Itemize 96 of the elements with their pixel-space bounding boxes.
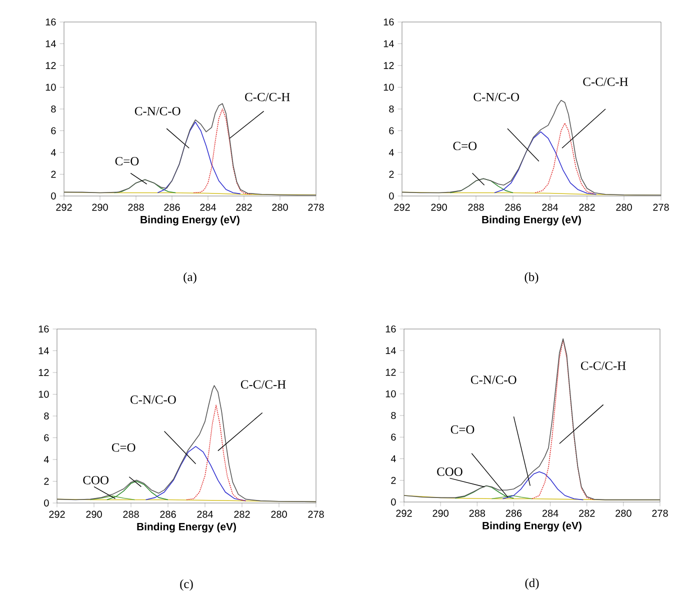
y-tick-label: 4 (390, 455, 396, 462)
y-tick-label: 12 (38, 369, 49, 376)
y-tick-label: 12 (46, 62, 56, 69)
y-tick-label: 10 (46, 84, 56, 91)
annotation: C-N/C-O (470, 376, 516, 384)
annotation: C=O (115, 157, 139, 166)
x-tick-label: 278 (652, 510, 668, 517)
x-tick-label: 286 (164, 204, 180, 211)
y-tick-label: 10 (386, 390, 396, 398)
x-axis-title: Binding Energy (eV) (482, 216, 581, 226)
annotation: C-C/C-H (245, 92, 290, 102)
y-tick-label: 2 (44, 478, 49, 485)
x-tick-label: 282 (236, 204, 252, 211)
x-tick-label: 284 (200, 204, 216, 211)
annotation: C=O (453, 142, 477, 150)
x-tick-label: 292 (396, 510, 412, 517)
y-tick-label: 16 (46, 18, 56, 26)
y-tick-label: 6 (44, 434, 49, 442)
x-tick-label: 280 (272, 204, 288, 211)
y-tick-label: 6 (51, 127, 56, 134)
x-tick-label: 292 (49, 510, 65, 518)
x-tick-label: 290 (92, 204, 108, 211)
line-series (193, 108, 252, 195)
line-series (534, 122, 595, 194)
y-tick-label: 0 (44, 499, 49, 507)
y-tick-label: 2 (391, 476, 396, 484)
x-tick-label: 288 (128, 204, 144, 211)
y-tick-label: 2 (51, 170, 56, 178)
y-tick-label: 14 (38, 347, 49, 354)
annotation: C-C/C-H (581, 362, 626, 370)
y-tick-label: 8 (389, 105, 394, 113)
annotation: COO (83, 476, 108, 484)
y-tick-label: 12 (386, 368, 396, 376)
y-tick-label: 8 (391, 412, 396, 420)
y-tick-label: 8 (51, 105, 56, 113)
annotation: C-N/C-O (134, 106, 180, 116)
x-tick-label: 286 (505, 204, 521, 211)
x-tick-label: 288 (123, 510, 139, 518)
y-tick-label: 16 (386, 325, 396, 333)
line-series (186, 404, 246, 502)
y-tick-label: 12 (384, 62, 394, 69)
line-series (494, 131, 597, 195)
x-axis-title: Binding Energy (eV) (140, 216, 240, 226)
x-tick-label: 282 (234, 510, 250, 518)
annotation: C-C/C-H (583, 78, 628, 86)
line-series (502, 471, 584, 500)
x-axis-title: Binding Energy (eV) (482, 522, 582, 532)
x-tick-label: 288 (469, 510, 486, 517)
x-tick-label: 292 (394, 204, 410, 211)
annotation: C-C/C-H (240, 380, 286, 389)
x-tick-label: 280 (616, 510, 632, 517)
y-tick-label: 0 (389, 192, 394, 200)
y-tick-label: 6 (391, 434, 396, 441)
text: (a) (184, 272, 196, 284)
annotation: C=O (450, 425, 474, 434)
x-tick-label: 282 (579, 510, 595, 517)
annotation: COO (437, 468, 462, 476)
x-tick-label: 286 (160, 510, 176, 518)
line-series (145, 446, 246, 502)
text: (d) (525, 578, 539, 590)
x-tick-label: 286 (506, 510, 522, 517)
y-tick-label: 0 (51, 192, 56, 200)
text: (b) (524, 272, 538, 284)
y-tick-label: 6 (389, 127, 394, 134)
y-tick-label: 4 (44, 456, 49, 463)
annotation: C-N/C-O (130, 396, 176, 404)
y-tick-label: 4 (388, 149, 394, 156)
x-tick-label: 278 (653, 204, 669, 211)
y-tick-label: 10 (384, 84, 394, 91)
y-tick-label: 2 (389, 170, 394, 178)
x-tick-label: 288 (468, 204, 484, 211)
x-tick-label: 290 (432, 510, 448, 517)
x-tick-label: 290 (86, 510, 102, 518)
annotation: C-N/C-O (474, 92, 520, 102)
x-axis-title: Binding Energy (eV) (137, 522, 236, 532)
y-tick-label: 16 (384, 18, 394, 26)
x-tick-label: 278 (308, 510, 324, 518)
x-tick-label: 284 (197, 510, 214, 518)
y-tick-label: 8 (44, 412, 49, 420)
annotation: C=O (112, 443, 136, 452)
y-tick-label: 14 (386, 347, 396, 354)
y-tick-label: 10 (38, 390, 49, 398)
x-tick-label: 284 (542, 510, 558, 517)
y-tick-label: 14 (384, 40, 394, 48)
text: (c) (180, 579, 193, 591)
y-tick-label: 14 (46, 40, 56, 48)
x-tick-label: 282 (579, 204, 595, 211)
x-tick-label: 278 (308, 204, 324, 211)
y-tick-label: 16 (38, 325, 49, 333)
x-tick-label: 290 (431, 204, 447, 211)
x-tick-label: 292 (56, 204, 72, 211)
y-tick-label: 0 (391, 498, 396, 506)
x-tick-label: 280 (271, 510, 287, 518)
y-tick-label: 4 (50, 149, 56, 156)
x-tick-label: 280 (616, 204, 632, 211)
x-tick-label: 284 (542, 204, 558, 211)
